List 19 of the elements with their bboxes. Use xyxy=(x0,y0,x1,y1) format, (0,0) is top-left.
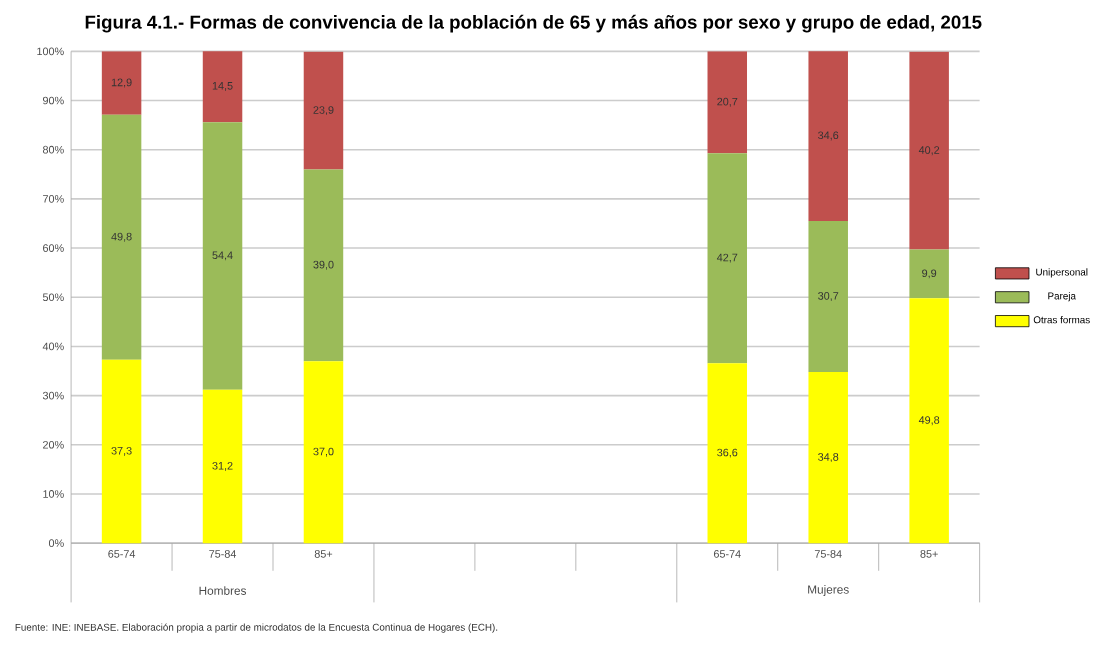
chart-title: Figura 4.1.- Formas de convivencia de la población de 65 y más años por sexo y grupo de edad, 2015 xyxy=(85,14,982,33)
bar xyxy=(202,389,243,544)
bar xyxy=(303,51,344,170)
bar xyxy=(202,122,243,390)
bar xyxy=(202,51,243,123)
bar xyxy=(909,249,949,299)
bar xyxy=(303,361,344,544)
bar xyxy=(101,359,142,544)
bar xyxy=(808,221,848,373)
bar xyxy=(808,51,848,222)
bar xyxy=(707,363,748,544)
bar xyxy=(707,153,748,364)
bar xyxy=(808,372,848,544)
bar xyxy=(707,51,748,154)
bar xyxy=(101,51,142,115)
bar xyxy=(303,169,344,362)
bar xyxy=(909,298,949,544)
bar xyxy=(101,114,142,360)
bar xyxy=(909,51,949,250)
